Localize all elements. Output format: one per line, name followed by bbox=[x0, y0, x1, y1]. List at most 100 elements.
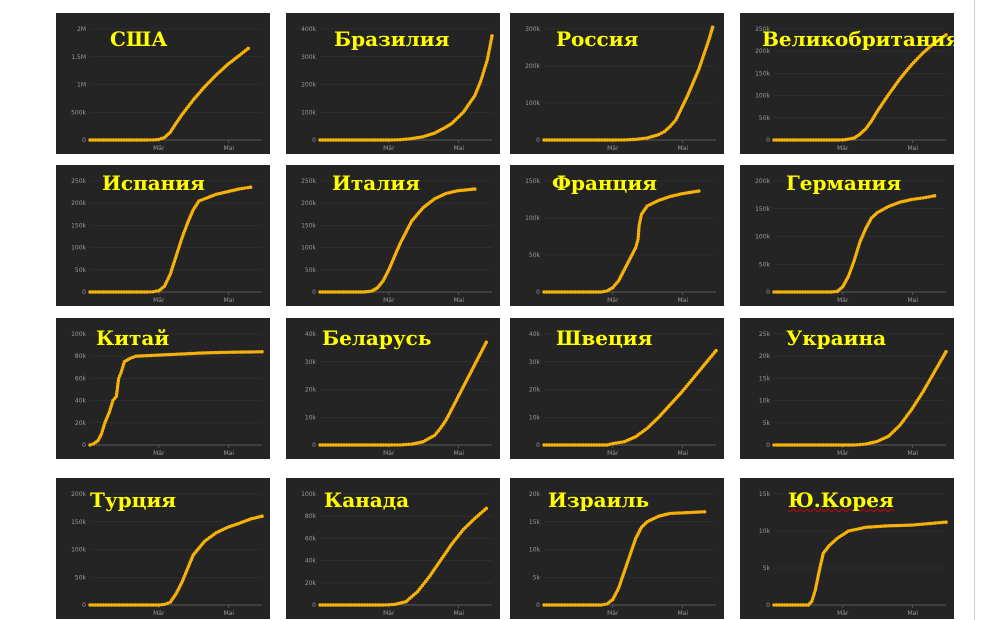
data-point bbox=[101, 290, 105, 294]
data-point bbox=[864, 525, 868, 529]
data-point bbox=[619, 440, 624, 444]
data-point bbox=[320, 443, 325, 447]
series-line bbox=[318, 187, 477, 294]
data-point bbox=[774, 138, 779, 142]
x-tick-label: Mär bbox=[383, 450, 395, 457]
data-point bbox=[131, 355, 135, 359]
data-point bbox=[568, 138, 573, 142]
chart-svg: 0 50k 100k 150k 200k 250k Mär Mai bbox=[755, 26, 948, 152]
x-tick-label: Mai bbox=[907, 610, 918, 617]
data-point bbox=[854, 253, 858, 257]
data-point bbox=[602, 443, 607, 447]
y-tick-label: 10k bbox=[305, 414, 317, 421]
data-point bbox=[363, 603, 367, 607]
data-point bbox=[774, 290, 779, 294]
data-point bbox=[484, 63, 488, 67]
data-point bbox=[363, 443, 367, 447]
data-point bbox=[832, 290, 836, 294]
data-point bbox=[352, 603, 356, 607]
data-point bbox=[824, 290, 828, 294]
data-point bbox=[876, 524, 881, 529]
data-point bbox=[772, 603, 776, 607]
data-point bbox=[236, 350, 240, 354]
data-point bbox=[547, 138, 551, 142]
data-point bbox=[798, 443, 802, 447]
data-point bbox=[705, 42, 709, 47]
data-point bbox=[331, 603, 335, 607]
y-tick-label: 0 bbox=[536, 137, 540, 144]
data-point bbox=[151, 138, 155, 142]
data-point bbox=[806, 443, 810, 447]
data-point bbox=[582, 138, 586, 142]
x-tick-label: Mär bbox=[607, 450, 619, 457]
data-point bbox=[613, 283, 617, 287]
data-point bbox=[639, 215, 643, 219]
data-point bbox=[102, 423, 106, 428]
data-point bbox=[817, 138, 821, 142]
data-point bbox=[560, 290, 564, 294]
x-tick-label: Mär bbox=[153, 610, 165, 617]
y-tick-label: 150k bbox=[71, 222, 86, 229]
data-point bbox=[581, 443, 586, 447]
data-point bbox=[796, 603, 800, 607]
data-point bbox=[350, 443, 354, 447]
y-tick-label: 100k bbox=[301, 491, 316, 498]
data-point bbox=[614, 441, 618, 445]
data-point bbox=[114, 394, 119, 398]
data-point bbox=[694, 510, 698, 514]
data-point bbox=[579, 443, 583, 447]
y-tick-label: 0 bbox=[312, 602, 316, 609]
data-point bbox=[98, 290, 103, 294]
data-point bbox=[685, 510, 689, 515]
chart-svg: 0 100k 200k 300k 400k Mär Mai bbox=[301, 26, 494, 152]
data-point bbox=[384, 443, 388, 447]
data-point bbox=[795, 290, 800, 294]
y-tick-label: 200k bbox=[71, 200, 86, 207]
data-point bbox=[637, 226, 641, 230]
data-point bbox=[714, 348, 718, 353]
x-tick-label: Mär bbox=[383, 610, 395, 617]
data-point bbox=[811, 138, 816, 142]
data-point bbox=[320, 138, 325, 142]
data-point bbox=[584, 138, 588, 142]
data-point bbox=[244, 350, 248, 354]
data-point bbox=[668, 511, 672, 516]
data-point bbox=[326, 443, 330, 447]
data-point bbox=[215, 350, 220, 355]
data-point bbox=[614, 138, 618, 142]
data-point bbox=[436, 429, 441, 433]
y-tick-label: 200k bbox=[755, 178, 770, 185]
data-point bbox=[822, 138, 826, 142]
chart-panel: 0 50k 100k 150k Mär Mai Франция bbox=[510, 165, 724, 306]
data-point bbox=[840, 138, 845, 142]
data-point bbox=[915, 197, 919, 201]
data-point bbox=[591, 290, 596, 294]
data-point bbox=[544, 290, 549, 294]
data-point bbox=[576, 290, 580, 294]
data-point bbox=[563, 603, 567, 607]
data-point bbox=[133, 603, 137, 607]
data-point bbox=[933, 521, 938, 525]
data-point bbox=[782, 443, 787, 447]
data-point bbox=[793, 290, 797, 294]
data-point bbox=[894, 523, 898, 528]
data-point bbox=[323, 603, 327, 607]
chart-title: Ю.Корея bbox=[788, 488, 894, 512]
data-point bbox=[367, 289, 371, 294]
data-point bbox=[248, 185, 253, 190]
chart-svg: 0 20k 40k 60k 80k 100k Mär Mai bbox=[301, 491, 492, 617]
data-point bbox=[130, 290, 134, 294]
data-point bbox=[483, 66, 487, 70]
data-point bbox=[482, 68, 486, 73]
data-point bbox=[838, 138, 842, 142]
data-point bbox=[563, 290, 567, 294]
data-point bbox=[772, 290, 776, 294]
chart-panel: 0 50k 100k 150k 200k 250k Mär Mai Италия bbox=[286, 165, 500, 306]
data-point bbox=[829, 290, 833, 294]
x-tick-label: Mär bbox=[607, 297, 619, 304]
series-line bbox=[542, 349, 718, 447]
data-point bbox=[93, 603, 97, 607]
chart-panel: 0 5k 10k 15k 20k Mär Mai Израиль bbox=[510, 478, 724, 619]
data-point bbox=[90, 603, 95, 607]
data-point bbox=[98, 603, 103, 607]
